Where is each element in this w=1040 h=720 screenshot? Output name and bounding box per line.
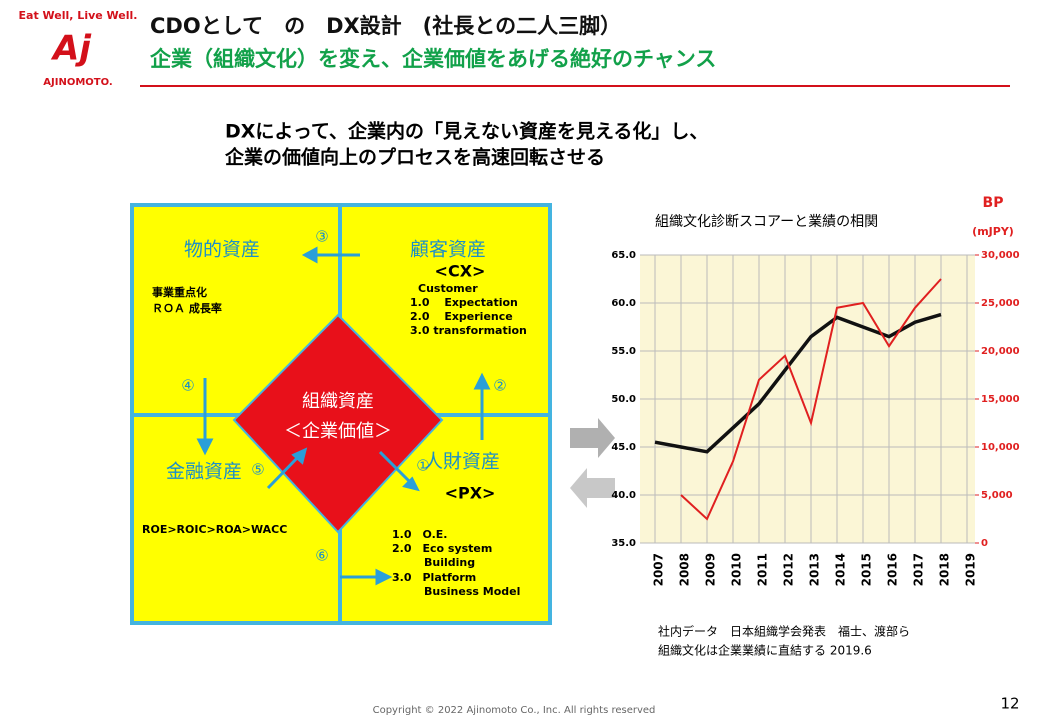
tagline: Eat Well, Live Well. (19, 9, 138, 22)
label: 人財資産 (424, 451, 500, 473)
source: 組織文化は企業業績に直結する 2019.6 (658, 643, 872, 658)
note: 2.0 Experience (410, 310, 513, 323)
note: 1.0 O.E. (392, 528, 447, 541)
step: ⑤ (251, 461, 264, 479)
subtitle: 企業（組織文化）を変え、企業価値をあげる絶好のチャンス (149, 47, 716, 71)
x-tick-label: 2009 (704, 553, 718, 586)
center-sub: ＜企業価値＞ (284, 421, 392, 442)
y2-label: BP (983, 195, 1004, 211)
note: 1.0 Expectation (410, 296, 518, 309)
note: Building (424, 556, 475, 569)
line (654, 312, 942, 454)
note: 3.0 Platform (392, 571, 476, 584)
y2-tick-label: 20,000 (981, 346, 1020, 357)
label: 物的資産 (184, 239, 260, 261)
cx: <CX> (435, 262, 486, 281)
x-tick-label: 2007 (652, 553, 666, 586)
center: 組織資産 (302, 391, 374, 412)
step: ⑥ (315, 547, 328, 565)
note: Business Model (424, 585, 520, 598)
note: Customer (418, 282, 478, 295)
lead: 企業の価値向上のプロセスを高速回転させる (224, 146, 605, 169)
y-tick-label: 50.0 (611, 394, 636, 405)
label: 金融資産 (166, 461, 242, 483)
arrow (570, 418, 615, 458)
y2-tick-label: 15,000 (981, 394, 1020, 405)
source: 社内データ 日本組織学会発表 福士、渡部ら (658, 624, 910, 639)
page-number: 12 (1000, 695, 1019, 713)
note: 3.0 transformation (410, 324, 527, 337)
title: CDOとして の DX設計 (社長との二人三脚） (150, 14, 621, 38)
logo-mark: Aj (50, 29, 92, 69)
diagram: 物的資産 顧客資産 金融資産 人財資産 組織資産 ＜企業価値＞ ① ② ③ ④ … (130, 203, 552, 625)
note: 事業重点化 (152, 285, 207, 299)
lead: DXによって、企業内の「見えない資産を見える化」し、 (225, 120, 708, 143)
label: 顧客資産 (410, 239, 486, 261)
px: <PX> (445, 484, 496, 503)
x-tick-label: 2014 (834, 553, 848, 586)
step: ② (493, 377, 506, 395)
y2-unit: (mJPY) (972, 225, 1014, 238)
x-tick-label: 2010 (730, 553, 744, 586)
copyright: Copyright © 2022 Ajinomoto Co., Inc. All… (373, 705, 656, 716)
line (680, 278, 942, 521)
step: ④ (181, 377, 194, 395)
x-tick-label: 2015 (860, 553, 874, 586)
x-tick-label: 2017 (912, 553, 926, 586)
y2-tick-label: 5,000 (981, 490, 1013, 501)
x-tick-label: 2019 (964, 553, 978, 586)
y2-tick-label: 30,000 (981, 250, 1020, 261)
note: ROE>ROIC>ROA>WACC (142, 523, 287, 536)
note: ＲＯＡ 成長率 (152, 301, 222, 315)
y2-tick-label: 25,000 (981, 298, 1020, 309)
y-tick-label: 65.0 (611, 250, 636, 261)
y2-tick-label: 0 (981, 538, 988, 549)
x-tick-label: 2012 (782, 553, 796, 586)
step: ③ (315, 228, 328, 246)
y-tick-label: 35.0 (611, 538, 636, 549)
x-tick-label: 2018 (938, 553, 952, 586)
y-tick-label: 40.0 (611, 490, 636, 501)
x-tick-label: 2013 (808, 553, 822, 586)
note: 2.0 Eco system (392, 542, 492, 555)
x-tick-label: 2008 (678, 553, 692, 586)
y-tick-label: 45.0 (611, 442, 636, 453)
step: ① (416, 457, 429, 475)
y-tick-label: 55.0 (611, 346, 636, 357)
chart-title: 組織文化診断スコアーと業績の相関 (655, 214, 878, 230)
arrow (570, 468, 615, 508)
x-tick-label: 2011 (756, 553, 770, 586)
logo-text: AJINOMOTO. (43, 77, 112, 88)
y2-tick-label: 10,000 (981, 442, 1020, 453)
y-tick-label: 60.0 (611, 298, 636, 309)
x-tick-label: 2016 (886, 553, 900, 586)
